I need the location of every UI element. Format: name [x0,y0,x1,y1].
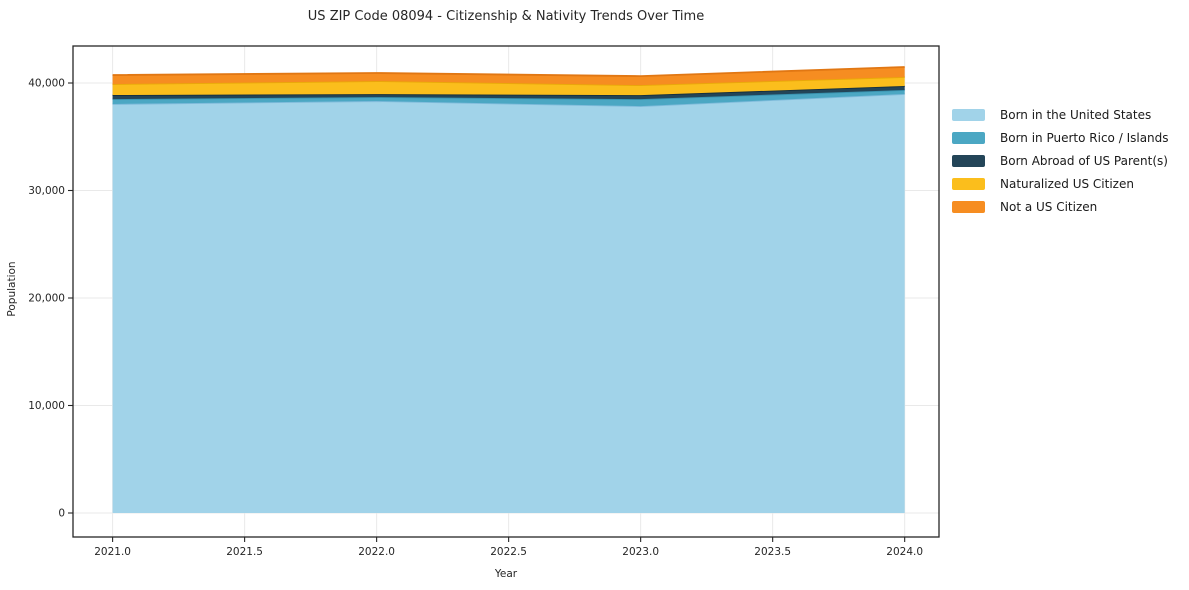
legend-label: Naturalized US Citizen [1000,177,1134,191]
y-tick-label: 0 [58,507,65,519]
legend-swatch-naturalized [952,178,985,190]
y-tick-label: 30,000 [28,185,65,197]
x-tick-label: 2023.5 [754,546,791,558]
x-axis-label: Year [494,568,518,580]
legend-swatch-puerto-rico [952,132,985,144]
legend-item: Naturalized US Citizen [952,177,1169,191]
x-tick-label: 2023.0 [622,546,659,558]
legend-item: Born in the United States [952,108,1169,122]
legend-item: Born in Puerto Rico / Islands [952,131,1169,145]
legend-label: Born in the United States [1000,108,1152,122]
x-tick-label: 2024.0 [886,546,923,558]
legend-swatch-not-citizen [952,201,985,213]
legend-label: Not a US Citizen [1000,200,1098,214]
y-tick-label: 10,000 [28,400,65,412]
area-series-4 [112,66,905,86]
y-tick-label: 40,000 [28,78,65,90]
legend: Born in the United States Born in Puerto… [952,108,1169,223]
x-tick-label: 2022.0 [358,546,395,558]
area-series-1 [112,89,905,107]
x-tick-label: 2021.5 [226,546,263,558]
chart-title: US ZIP Code 08094 - Citizenship & Nativi… [307,9,705,24]
x-tick-label: 2022.5 [490,546,527,558]
legend-label: Born Abroad of US Parent(s) [1000,154,1168,168]
plot-area: 2021.0 2021.5 2022.0 2022.5 2023.0 2023.5 2024… [28,45,940,558]
legend-item: Not a US Citizen [952,200,1169,214]
legend-swatch-born-abroad [952,155,985,167]
legend-label: Born in Puerto Rico / Islands [1000,131,1169,145]
area-edge-4 [112,66,905,78]
area-series-0 [112,93,905,513]
legend-item: Born Abroad of US Parent(s) [952,154,1169,168]
legend-swatch-born-us [952,109,985,121]
y-axis-label: Population [6,261,18,316]
plot-border [72,45,940,538]
area-series-3 [112,76,905,96]
y-tick-label: 20,000 [28,292,65,304]
area-series-2 [112,86,905,100]
x-tick-label: 2021.0 [94,546,131,558]
